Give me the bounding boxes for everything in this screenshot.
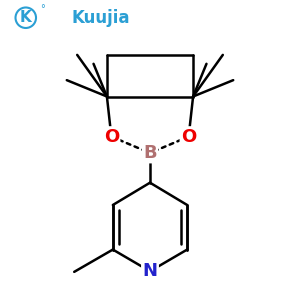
Text: Kuujia: Kuujia [72,9,130,27]
Text: B: B [143,144,157,162]
Text: °: ° [40,4,44,14]
Text: K: K [20,10,32,25]
Text: O: O [104,128,119,146]
Text: O: O [181,128,196,146]
Text: N: N [142,262,158,280]
